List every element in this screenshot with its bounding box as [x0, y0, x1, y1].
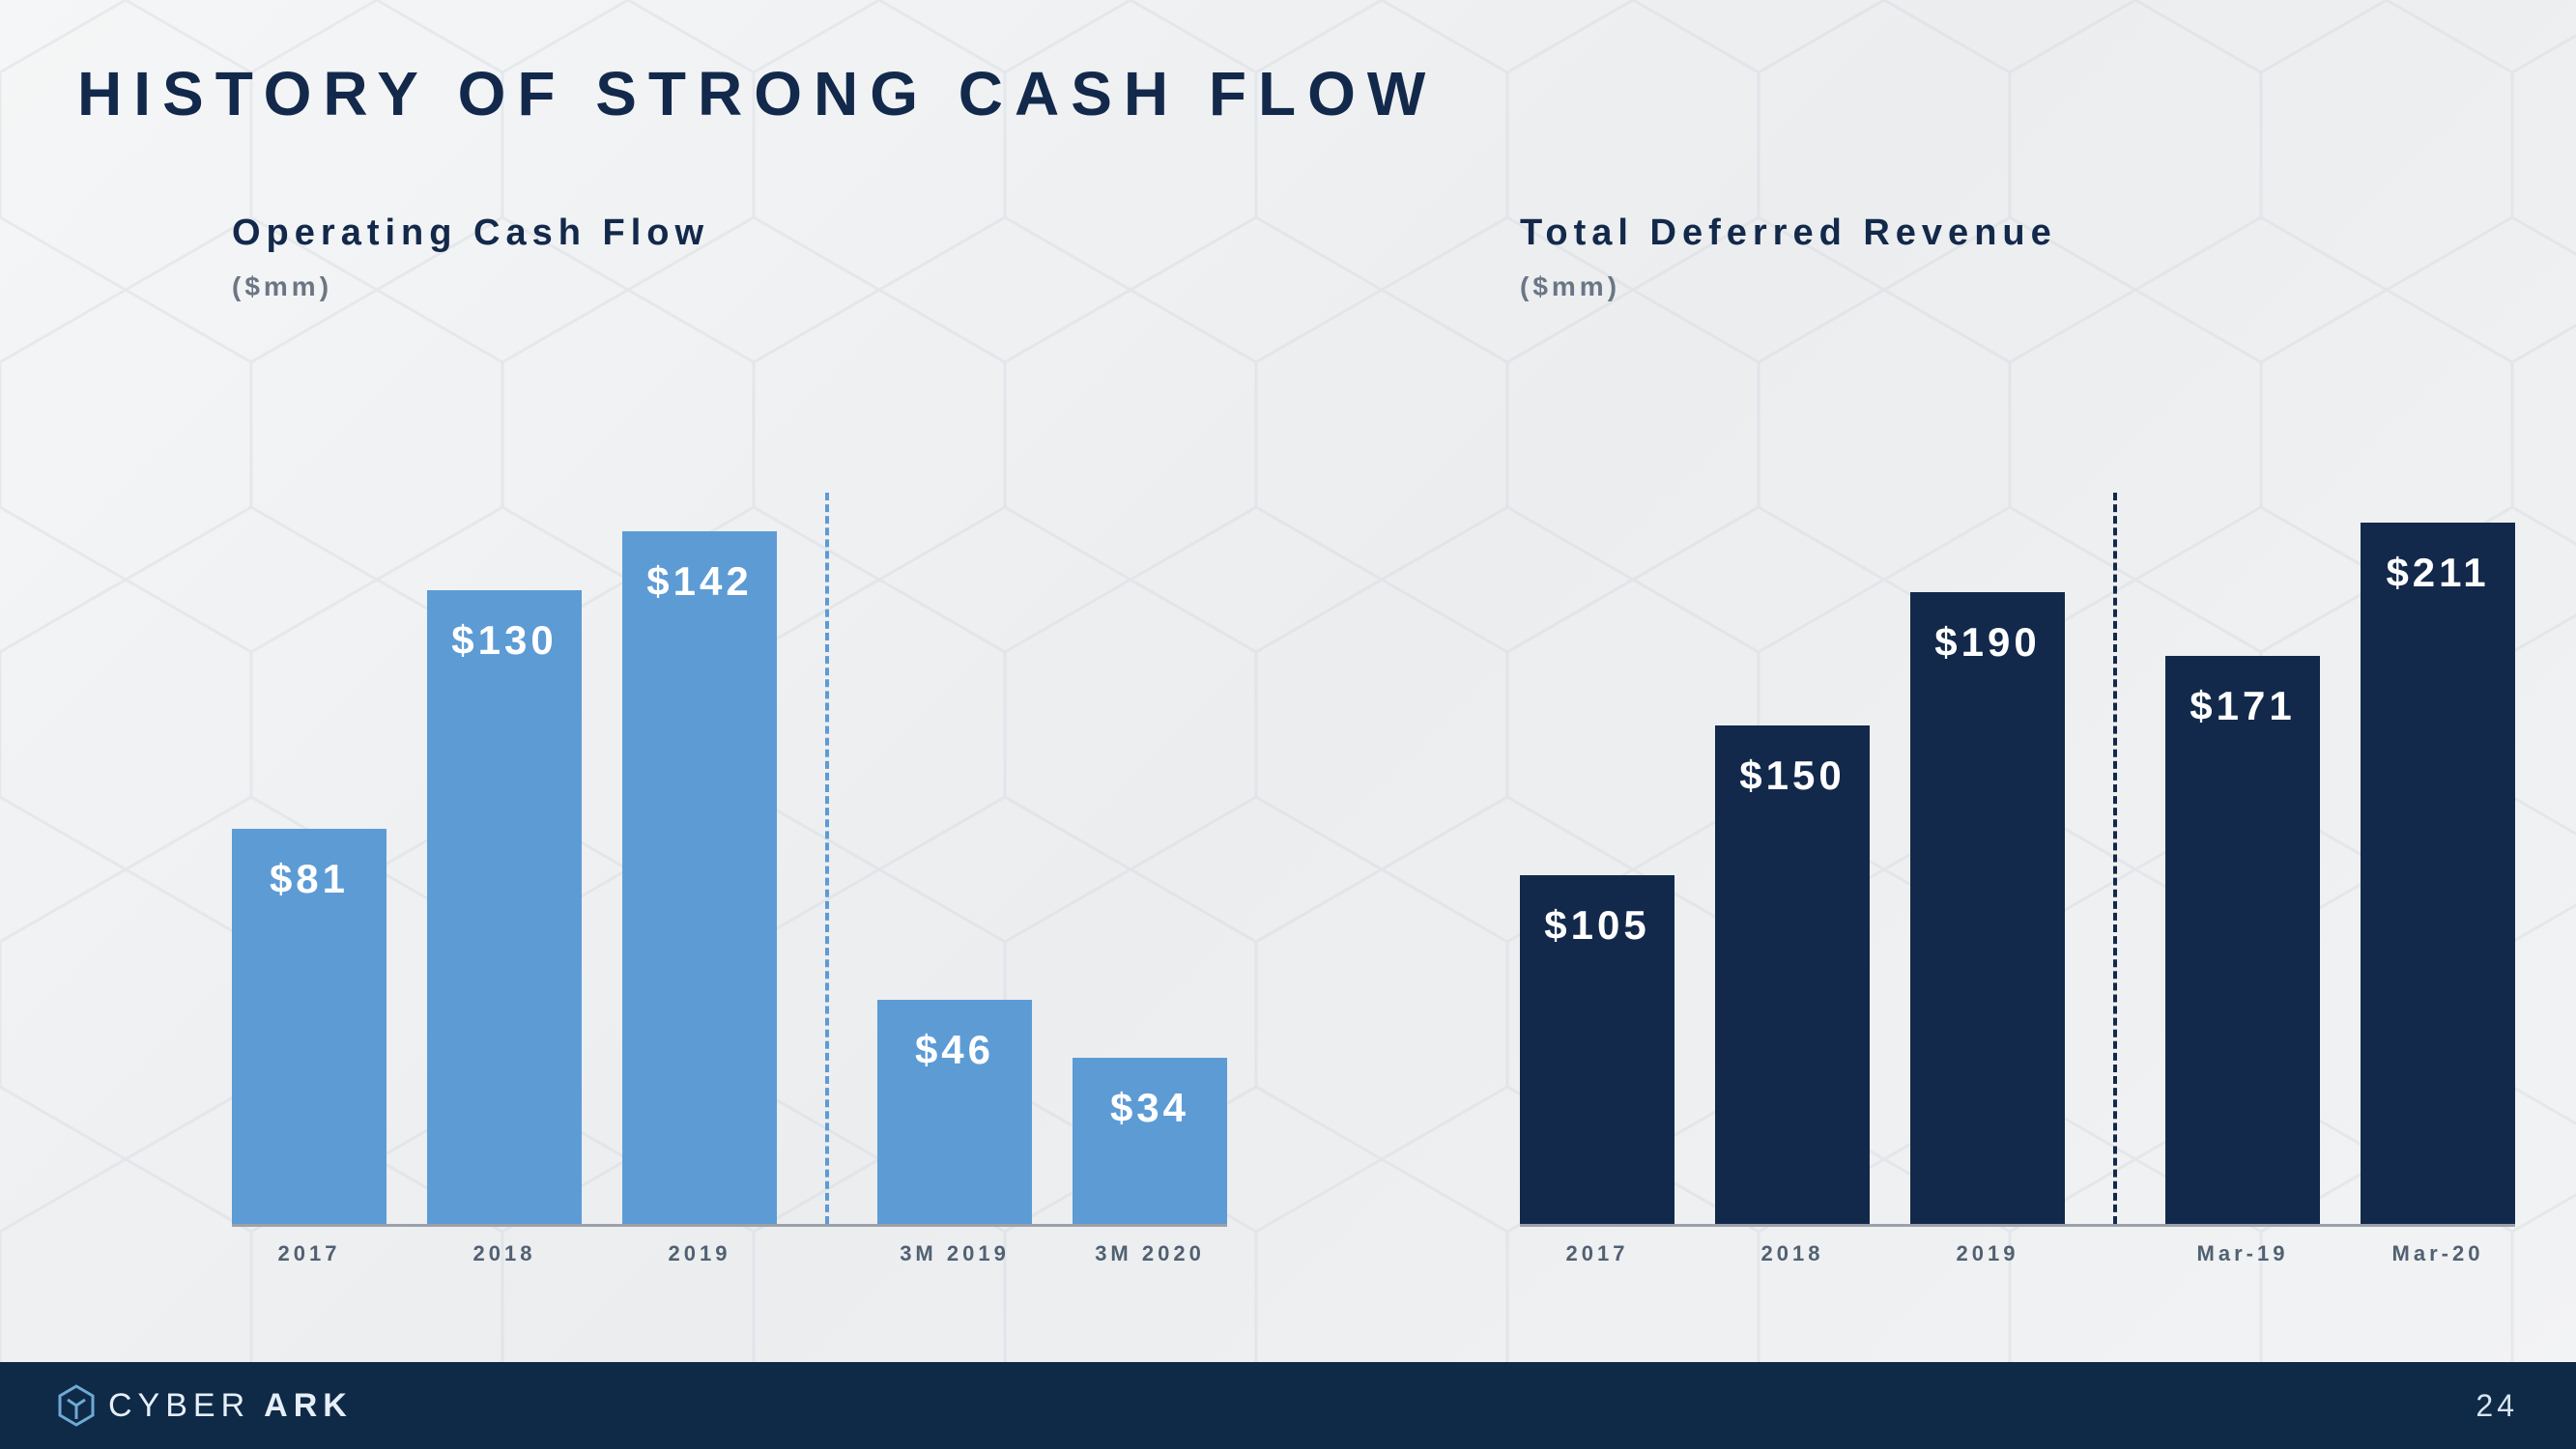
bar: $105: [1520, 875, 1674, 1224]
bar-wrap: $1422019: [622, 493, 777, 1224]
bar-category-label: 2017: [1566, 1241, 1629, 1266]
bar: $46: [877, 1000, 1032, 1224]
chart-plot: $1052017$1502018$1902019$171Mar-19$211Ma…: [1520, 493, 2515, 1285]
bars-container: $1052017 $1502018 $1902019 $171Mar-19 $211Ma…: [1520, 493, 2515, 1224]
slide: HISTORY OF STRONG CASH FLOW Operating Ca…: [0, 0, 2576, 1449]
bar-wrap: $343M 2020: [1073, 493, 1227, 1224]
bar-category-label: 2018: [1761, 1241, 1824, 1266]
logo-text-bold: ARK: [264, 1387, 353, 1425]
bar: $150: [1715, 725, 1870, 1224]
chart-plot: $812017$1302018$1422019$463M 2019$343M 2…: [232, 493, 1227, 1285]
bar-wrap: $1302018: [427, 493, 582, 1224]
footer-bar: CYBER ARK 24: [0, 1362, 2576, 1449]
bar-category-label: Mar-19: [2197, 1241, 2289, 1266]
charts-row: Operating Cash Flow ($mm) $812017$130201…: [0, 213, 2576, 1285]
bar-category-label: 3M 2020: [1095, 1241, 1205, 1266]
bar: $171: [2165, 656, 2320, 1224]
cyberark-logo: CYBER ARK: [58, 1384, 353, 1427]
bar-category-label: 3M 2019: [900, 1241, 1010, 1266]
bar-category-label: 2019: [669, 1241, 731, 1266]
bar-category-label: 2018: [473, 1241, 536, 1266]
slide-title: HISTORY OF STRONG CASH FLOW: [77, 58, 1437, 129]
chart-operating-cash-flow: Operating Cash Flow ($mm) $812017$130201…: [0, 213, 1288, 1285]
bar-wrap: $1052017: [1520, 493, 1674, 1224]
chart-total-deferred-revenue: Total Deferred Revenue ($mm) $1052017$15…: [1288, 213, 2576, 1285]
bar-wrap: $1502018: [1715, 493, 1870, 1224]
bar-category-label: 2019: [1957, 1241, 2019, 1266]
chart-baseline: [232, 1224, 1227, 1227]
chart-unit: ($mm): [1520, 271, 2518, 302]
chart-baseline: [1520, 1224, 2515, 1227]
bar-wrap: $812017: [232, 493, 386, 1224]
bar-wrap: $1902019: [1910, 493, 2065, 1224]
logo-hex-icon: [58, 1384, 95, 1427]
bar: $34: [1073, 1058, 1227, 1224]
chart-title: Total Deferred Revenue: [1520, 213, 2518, 254]
chart-unit: ($mm): [232, 271, 1230, 302]
page-number: 24: [2476, 1388, 2518, 1424]
bar-wrap: $171Mar-19: [2165, 493, 2320, 1224]
bar: $211: [2361, 523, 2515, 1224]
bar-category-label: Mar-20: [2392, 1241, 2484, 1266]
bar: $142: [622, 531, 777, 1224]
bar: $130: [427, 590, 582, 1224]
bar-category-label: 2017: [278, 1241, 341, 1266]
bars-container: $812017 $1302018 $1422019 $463M 2019 $343M 2…: [232, 493, 1227, 1224]
bar: $190: [1910, 592, 2065, 1224]
chart-title: Operating Cash Flow: [232, 213, 1230, 254]
logo-text-light: CYBER: [108, 1387, 250, 1425]
bar: $81: [232, 829, 386, 1224]
chart-divider: [825, 493, 829, 1224]
bar-wrap: $463M 2019: [877, 493, 1032, 1224]
chart-divider: [2113, 493, 2117, 1224]
bar-wrap: $211Mar-20: [2361, 493, 2515, 1224]
